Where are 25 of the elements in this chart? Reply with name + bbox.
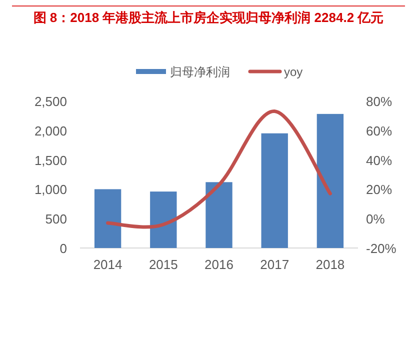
bar: [316, 114, 344, 248]
y2-tick-label: 80%: [366, 94, 392, 109]
y-tick-label: 2,500: [34, 94, 67, 109]
bar: [261, 133, 288, 248]
x-tick-label: 2018: [316, 257, 345, 272]
x-tick-label: 2017: [260, 257, 290, 272]
x-tick-label: 2015: [148, 257, 178, 272]
y2-tick-label: 20%: [366, 182, 392, 198]
bar: [150, 192, 177, 248]
y-tick-label: 1,000: [34, 182, 67, 198]
y-tick-label: 0: [60, 241, 67, 256]
y2-tick-label: -20%: [366, 241, 397, 256]
y-tick-label: 2,000: [34, 123, 67, 138]
chart-title: 图 8：2018 年港股主流上市房企实现归母净利润 2284.2 亿元: [33, 10, 384, 25]
y2-tick-label: 40%: [366, 152, 392, 168]
bar: [206, 182, 232, 248]
y-tick-label: 500: [45, 212, 67, 227]
legend-label: yoy: [284, 65, 303, 79]
legend-label: 归母净利润: [170, 65, 230, 79]
x-tick-label: 2016: [204, 257, 234, 272]
y2-tick-label: 60%: [366, 123, 392, 138]
x-tick-label: 2014: [93, 257, 122, 272]
y-tick-label: 1,500: [34, 152, 67, 168]
bar: [94, 189, 122, 248]
y2-tick-label: 0%: [366, 212, 386, 227]
